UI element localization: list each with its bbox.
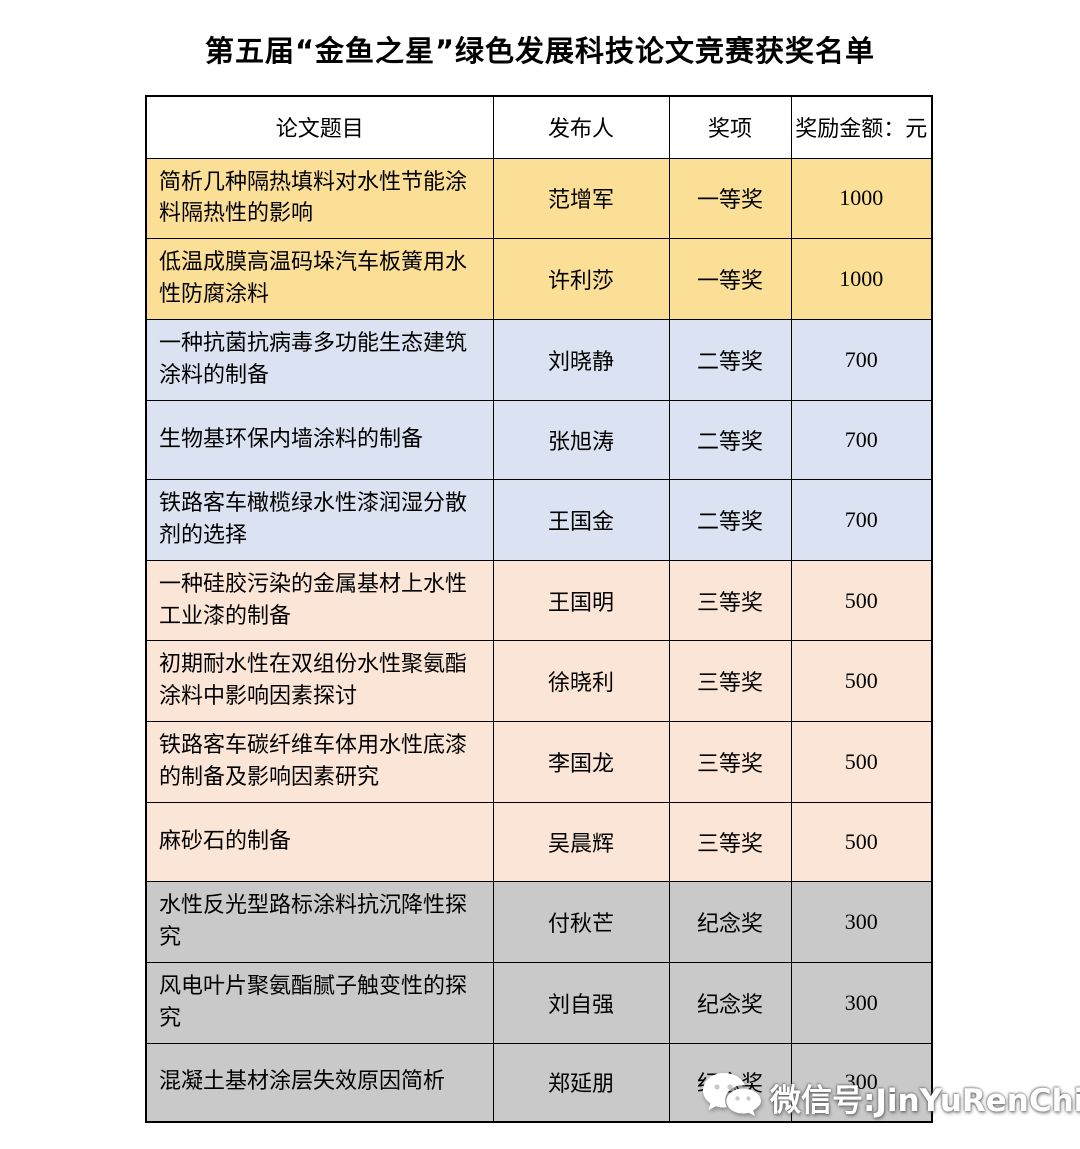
author-cell: 郑延朋 <box>492 1042 670 1123</box>
table-row: 简析几种隔热填料对水性节能涂料隔热性的影响 范增军 一等奖 1000 <box>145 157 933 240</box>
awards-table: 论文题目 发布人 奖项 奖励金额：元 简析几种隔热填料对水性节能涂料隔热性的影响… <box>145 95 933 1124</box>
author-cell: 付秋芒 <box>492 880 670 963</box>
author-cell: 范增军 <box>492 157 670 240</box>
paper-title-cell: 麻砂石的制备 <box>145 801 494 882</box>
award-cell: 一等奖 <box>668 238 792 321</box>
award-cell: 一等奖 <box>668 157 792 240</box>
amount-cell: 500 <box>790 640 933 723</box>
amount-cell: 700 <box>790 478 933 561</box>
paper-title-cell: 铁路客车橄榄绿水性漆润湿分散剂的选择 <box>145 478 494 561</box>
page-title: 第五届“金鱼之星”绿色发展科技论文竞赛获奖名单 <box>204 34 876 68</box>
paper-title-cell: 铁路客车碳纤维车体用水性底漆的制备及影响因素研究 <box>145 721 494 803</box>
amount-cell: 500 <box>790 801 933 882</box>
table-row: 一种抗菌抗病毒多功能生态建筑涂料的制备 刘晓静 二等奖 700 <box>145 319 933 401</box>
header-paper-title: 论文题目 <box>145 95 494 159</box>
amount-cell: 1000 <box>790 238 933 321</box>
table-row: 水性反光型路标涂料抗沉降性探究 付秋芒 纪念奖 300 <box>145 880 933 963</box>
author-cell: 王国金 <box>492 478 670 561</box>
paper-title-cell: 一种硅胶污染的金属基材上水性工业漆的制备 <box>145 559 494 642</box>
award-cell: 二等奖 <box>668 319 792 401</box>
amount-cell: 500 <box>790 559 933 642</box>
award-cell: 二等奖 <box>668 399 792 480</box>
amount-cell: 500 <box>790 721 933 803</box>
awards-table-body: 简析几种隔热填料对水性节能涂料隔热性的影响 范增军 一等奖 1000 低温成膜高… <box>145 157 933 1123</box>
award-cell: 纪念奖 <box>668 1042 792 1123</box>
paper-title-cell: 生物基环保内墙涂料的制备 <box>145 399 494 480</box>
paper-title-cell: 一种抗菌抗病毒多功能生态建筑涂料的制备 <box>145 319 494 401</box>
table-row: 铁路客车碳纤维车体用水性底漆的制备及影响因素研究 李国龙 三等奖 500 <box>145 721 933 803</box>
table-row: 一种硅胶污染的金属基材上水性工业漆的制备 王国明 三等奖 500 <box>145 559 933 642</box>
paper-title-cell: 混凝土基材涂层失效原因简析 <box>145 1042 494 1123</box>
paper-title-cell: 水性反光型路标涂料抗沉降性探究 <box>145 880 494 963</box>
table-row: 麻砂石的制备 吴晨辉 三等奖 500 <box>145 801 933 882</box>
table-row: 低温成膜高温码垛汽车板簧用水性防腐涂料 许利莎 一等奖 1000 <box>145 238 933 321</box>
table-row: 生物基环保内墙涂料的制备 张旭涛 二等奖 700 <box>145 399 933 480</box>
award-cell: 纪念奖 <box>668 880 792 963</box>
amount-cell: 300 <box>790 1042 933 1123</box>
author-cell: 徐晓利 <box>492 640 670 723</box>
table-row: 初期耐水性在双组份水性聚氨酯涂料中影响因素探讨 徐晓利 三等奖 500 <box>145 640 933 723</box>
author-cell: 吴晨辉 <box>492 801 670 882</box>
amount-cell: 700 <box>790 399 933 480</box>
amount-cell: 300 <box>790 961 933 1044</box>
author-cell: 刘晓静 <box>492 319 670 401</box>
author-cell: 李国龙 <box>492 721 670 803</box>
header-row: 论文题目 发布人 奖项 奖励金额：元 <box>145 95 933 159</box>
table-row: 风电叶片聚氨酯腻子触变性的探究 刘自强 纪念奖 300 <box>145 961 933 1044</box>
award-cell: 三等奖 <box>668 721 792 803</box>
table-row: 混凝土基材涂层失效原因简析 郑延朋 纪念奖 300 <box>145 1042 933 1123</box>
author-cell: 王国明 <box>492 559 670 642</box>
table-row: 铁路客车橄榄绿水性漆润湿分散剂的选择 王国金 二等奖 700 <box>145 478 933 561</box>
paper-title-cell: 简析几种隔热填料对水性节能涂料隔热性的影响 <box>145 157 494 240</box>
amount-cell: 700 <box>790 319 933 401</box>
author-cell: 刘自强 <box>492 961 670 1044</box>
amount-cell: 1000 <box>790 157 933 240</box>
award-cell: 纪念奖 <box>668 961 792 1044</box>
header-amount: 奖励金额：元 <box>790 95 933 159</box>
amount-cell: 300 <box>790 880 933 963</box>
award-cell: 三等奖 <box>668 640 792 723</box>
author-cell: 许利莎 <box>492 238 670 321</box>
paper-title-cell: 低温成膜高温码垛汽车板簧用水性防腐涂料 <box>145 238 494 321</box>
award-cell: 三等奖 <box>668 559 792 642</box>
award-cell: 三等奖 <box>668 801 792 882</box>
award-cell: 二等奖 <box>668 478 792 561</box>
paper-title-cell: 初期耐水性在双组份水性聚氨酯涂料中影响因素探讨 <box>145 640 494 723</box>
header-author: 发布人 <box>492 95 670 159</box>
header-award: 奖项 <box>668 95 792 159</box>
author-cell: 张旭涛 <box>492 399 670 480</box>
paper-title-cell: 风电叶片聚氨酯腻子触变性的探究 <box>145 961 494 1044</box>
